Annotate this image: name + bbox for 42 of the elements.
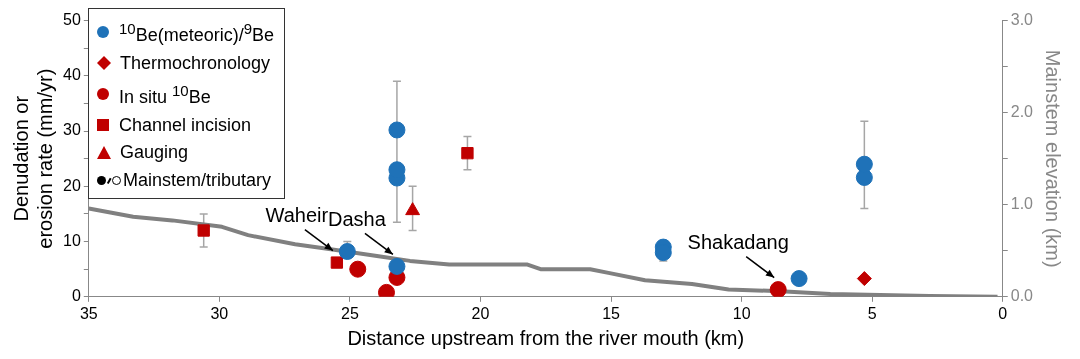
legend-label: In situ $^{10}$Be <box>119 81 211 109</box>
legend-label: $^{10}$Be(meteoric)/$^{9}$Be <box>119 19 275 47</box>
y2-tick-label: 2.0 <box>1010 103 1034 121</box>
y-tick-label: 0 <box>71 287 81 305</box>
x-tick-label: 10 <box>732 304 751 322</box>
annotation: Mainstem/tributary <box>123 168 272 192</box>
y-axis-title: Denudation or erosion rate (mm/yr) <box>9 68 56 249</box>
y-tick-label: 50 <box>63 11 81 29</box>
x-tick-label: 20 <box>471 304 490 322</box>
x-tick-label: 15 <box>602 304 621 322</box>
y2-tick-label: 1.0 <box>1010 195 1034 213</box>
point <box>769 281 787 297</box>
annotation: Dasha <box>328 207 387 230</box>
point <box>856 271 872 287</box>
legend-label: Gauging <box>120 141 189 164</box>
legend-label: Channel incision <box>119 113 252 137</box>
annotation: Waheir <box>265 204 329 227</box>
point <box>405 202 421 216</box>
point <box>338 243 356 260</box>
x-tick-label: 0 <box>998 304 1008 322</box>
point <box>349 260 367 278</box>
point <box>197 224 210 237</box>
point <box>855 155 873 173</box>
annotation: Shakadang <box>687 231 789 254</box>
point <box>461 147 474 160</box>
x-tick-label: 30 <box>210 304 229 322</box>
y-tick-label: 10 <box>63 231 81 249</box>
point <box>388 257 406 275</box>
legend-label: Thermochronology <box>120 51 271 75</box>
point <box>388 121 406 139</box>
y-tick-label: 40 <box>63 66 81 84</box>
point <box>330 256 344 269</box>
point <box>790 270 808 288</box>
y2-tick-label: 3.0 <box>1010 11 1034 29</box>
y2-axis-title: Mainstem elevation (km) <box>1042 49 1065 268</box>
x-tick-label: 25 <box>341 304 359 322</box>
y-tick-label: 20 <box>63 176 81 194</box>
y-tick-label: 30 <box>63 121 81 139</box>
y2-tick-label: 0.0 <box>1010 287 1034 305</box>
x-axis-title: Distance upstream from the river mouth (km) <box>347 326 745 349</box>
x-tick-label: 5 <box>867 304 877 322</box>
x-tick-label: 35 <box>79 304 98 322</box>
